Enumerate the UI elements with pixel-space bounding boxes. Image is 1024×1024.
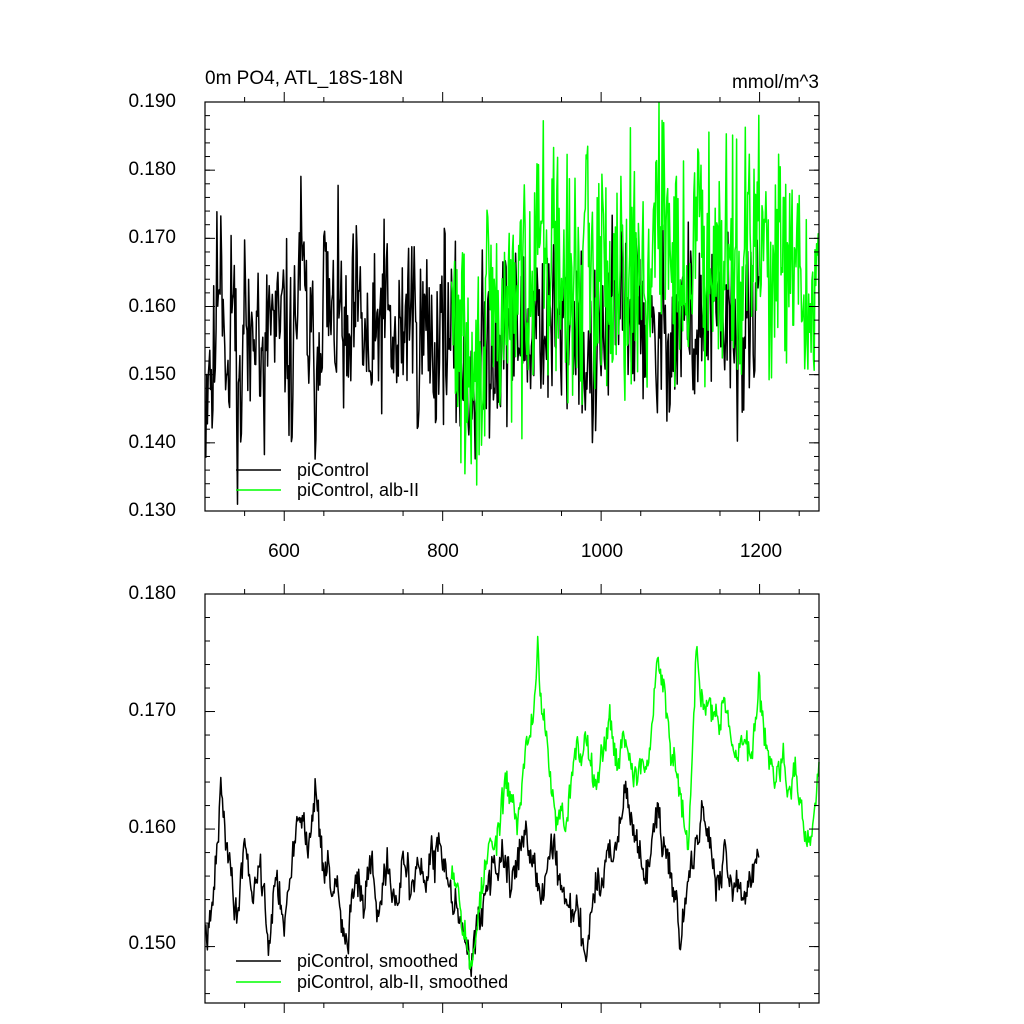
bottom-y-tick-label: 0.160: [128, 817, 176, 838]
bottom-axis-ticks: [205, 584, 819, 1013]
top-legend: piControl piControl, alb-II: [236, 460, 419, 500]
bottom-series-line-1: [450, 635, 820, 970]
top-x-tick-label: 1000: [581, 541, 623, 562]
bottom-series-line-0: [205, 776, 760, 978]
panel-top: 0m PO4, ATL_18S-18N mmol/m^3 0.130 0.140…: [128, 68, 820, 562]
top-series-line-0: [205, 175, 760, 506]
bottom-y-tick-label: 0.180: [128, 583, 176, 604]
bottom-legend: piControl, smoothed piControl, alb-II, s…: [236, 951, 508, 992]
top-y-tick-label: 0.170: [128, 227, 176, 248]
top-y-tick-label: 0.190: [128, 91, 176, 112]
bottom-y-tick-label: 0.150: [128, 933, 176, 954]
top-y-tick-labels: 0.130 0.140 0.150 0.160 0.170 0.180 0.19…: [128, 91, 176, 521]
bottom-y-tick-labels: 0.150 0.160 0.170 0.180: [128, 583, 176, 954]
top-y-tick-label: 0.180: [128, 159, 176, 180]
bottom-plot-frame: [204, 593, 820, 1004]
legend-label-picontrol-smoothed: piControl, smoothed: [297, 951, 458, 971]
top-series-lines: [205, 101, 820, 506]
top-y-tick-label: 0.160: [128, 296, 176, 317]
top-x-tick-label: 800: [427, 541, 459, 562]
top-y-tick-label: 0.130: [128, 500, 176, 521]
units-label: mmol/m^3: [732, 72, 819, 93]
top-series-line-1: [450, 101, 820, 486]
top-axis-ticks: [205, 92, 819, 521]
legend-label-alb-ii: piControl, alb-II: [297, 480, 419, 500]
top-x-tick-label: 600: [268, 541, 300, 562]
chart-title: 0m PO4, ATL_18S-18N: [205, 68, 403, 89]
top-y-tick-label: 0.150: [128, 364, 176, 385]
top-y-tick-label: 0.140: [128, 432, 176, 453]
bottom-series-lines: [205, 635, 820, 978]
bottom-y-tick-label: 0.170: [128, 700, 176, 721]
legend-label-picontrol: piControl: [297, 460, 369, 480]
legend-label-alb-ii-smoothed: piControl, alb-II, smoothed: [297, 972, 508, 992]
top-x-tick-label: 1200: [740, 541, 782, 562]
top-x-tick-labels: 600 800 1000 1200: [268, 541, 782, 562]
panel-bottom: 0.150 0.160 0.170 0.180 piControl, smoot…: [128, 583, 820, 1013]
